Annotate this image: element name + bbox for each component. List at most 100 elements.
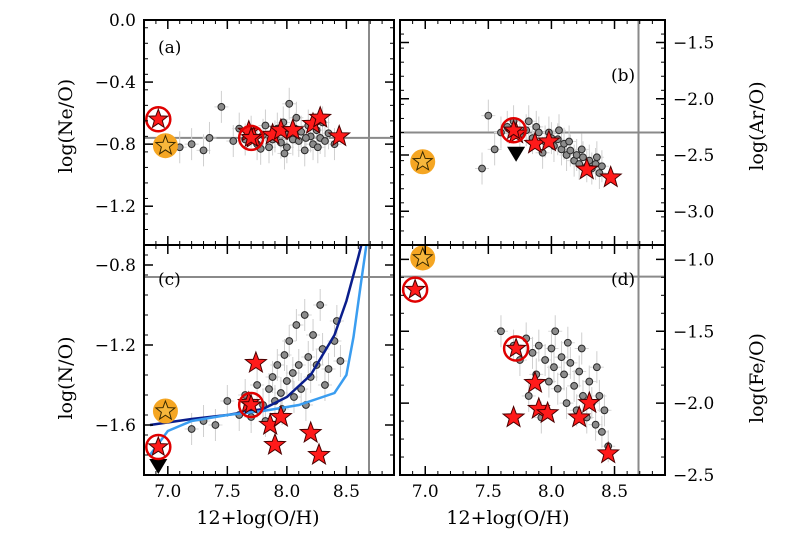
sample-point <box>217 102 226 111</box>
sample-point <box>600 406 609 415</box>
upper-limit-marker <box>149 459 168 474</box>
x-tick-label: 7.5 <box>475 482 502 502</box>
circled-star-point <box>147 435 170 457</box>
sample-point <box>285 337 294 345</box>
sample-point <box>297 385 306 393</box>
circled-star-point <box>147 107 170 129</box>
panel-b-letter: (b) <box>611 66 635 86</box>
star-point <box>327 123 352 147</box>
sample-point <box>294 361 303 369</box>
sample-point <box>562 399 571 408</box>
sample-point <box>534 128 543 137</box>
sample-point <box>280 149 289 158</box>
sample-point <box>309 331 317 339</box>
y-tick-label: −0.8 <box>95 135 136 155</box>
panel-c-xlabel: 12+log(O/H) <box>196 507 319 529</box>
sample-point <box>478 164 486 173</box>
sample-point <box>324 365 333 373</box>
sample-point <box>211 421 220 429</box>
sample-point <box>497 327 505 336</box>
sample-point <box>199 146 208 155</box>
circled-star-ring <box>502 335 530 362</box>
circled-star-ring <box>401 276 429 303</box>
sample-point <box>490 145 499 154</box>
panel-b-marks <box>400 20 665 245</box>
sample-point <box>598 427 606 436</box>
sample-point <box>313 143 322 152</box>
star-point <box>307 442 331 466</box>
panel-d-xlabel: 12+log(O/H) <box>446 507 569 529</box>
sample-point <box>577 344 586 353</box>
star-point <box>596 440 621 464</box>
star-point <box>574 157 599 180</box>
sample-point <box>557 353 566 362</box>
y-tick-label: −1.2 <box>95 336 136 356</box>
sample-point <box>524 392 533 400</box>
sample-point <box>570 381 579 390</box>
sample-point <box>316 301 325 309</box>
sample-point <box>300 311 309 319</box>
x-tick-label: 8.5 <box>333 482 360 502</box>
y-tick-label: −1.5 <box>673 322 714 342</box>
sample-point <box>528 348 537 357</box>
model-line <box>148 245 368 456</box>
sample-point <box>541 356 550 364</box>
sample-point <box>545 377 553 386</box>
star-point <box>535 400 560 424</box>
sample-point <box>187 140 196 149</box>
sample-point <box>265 385 273 393</box>
panel-d-ticks: 7.0 7.5 8.0 8.5 −1.0 −1.5 −2.0 −2.5 <box>400 245 714 502</box>
circled-star-ring <box>237 391 265 419</box>
sample-point <box>187 425 196 433</box>
sample-point <box>205 134 214 142</box>
upper-limit-marker <box>507 146 526 162</box>
sample-point <box>484 111 493 120</box>
sample-point <box>285 99 294 108</box>
panel-a: (a) log(Ne/O) 0.0 −0.4 −0.8 −1.2 <box>55 11 395 246</box>
panel-a-marks <box>144 20 394 245</box>
x-tick-label: 8.5 <box>601 482 628 502</box>
circled-star-ring <box>145 433 172 461</box>
sample-point <box>591 420 600 429</box>
x-tick-label: 7.0 <box>412 482 439 502</box>
sample-point <box>566 146 575 155</box>
sample-point <box>280 351 289 359</box>
panel-b-ylabel: log(Ar/O) <box>746 81 768 170</box>
y-tick-label: −3.0 <box>673 202 714 222</box>
circled-star-point <box>502 118 525 140</box>
circled-star-point <box>505 337 527 358</box>
panel-b: (b) log(Ar/O) −1.5 −2.0 −2.5 −3.0 <box>399 19 768 246</box>
panel-c-ticks: 7.0 7.5 8.0 8.5 −0.8 −1.2 −1.6 <box>95 245 395 502</box>
circled-star-ring <box>145 106 172 133</box>
sample-point <box>555 126 563 135</box>
y-tick-label: −1.0 <box>673 250 714 270</box>
sample-point <box>563 338 572 347</box>
panel-c: (c) log(N/O) 12+log(O/H) 7.0 7.5 8.0 8.5 −0.… <box>55 244 395 529</box>
star-point <box>537 129 561 152</box>
sample-point <box>585 377 594 386</box>
sample-point <box>577 145 586 154</box>
sample-point <box>302 134 310 142</box>
x-tick-label: 7.5 <box>214 482 241 502</box>
star-point <box>263 432 287 456</box>
panel-d-letter: (d) <box>611 270 635 290</box>
y-tick-label: −2.0 <box>673 90 714 110</box>
sample-point <box>273 361 282 369</box>
y-tick-label: 0.0 <box>109 11 136 31</box>
sample-point <box>598 162 606 171</box>
sample-point <box>229 137 238 145</box>
y-tick-label: −2.5 <box>673 146 714 166</box>
circled-star-ring <box>237 124 265 152</box>
star-point <box>308 105 333 128</box>
orange-star-point <box>411 150 434 171</box>
sample-point <box>592 153 601 162</box>
sample-point <box>261 121 270 130</box>
sample-point <box>534 341 543 350</box>
sample-point <box>223 397 232 405</box>
star-point <box>501 405 526 428</box>
star-point <box>280 117 305 141</box>
sample-point <box>336 357 345 365</box>
orange-star-point <box>154 399 177 421</box>
x-tick-label: 8.0 <box>538 482 565 502</box>
circled-star-point <box>240 393 263 415</box>
